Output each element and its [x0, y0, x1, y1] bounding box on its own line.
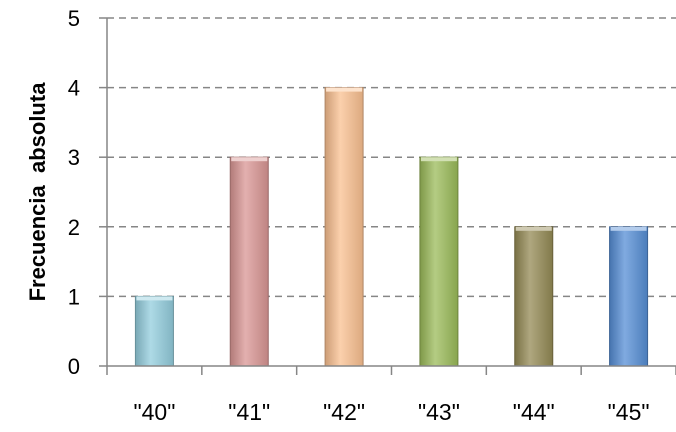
x-tick-label: "42": [323, 399, 365, 425]
bars: [134, 87, 649, 367]
y-axis-title: Frecuencia absoluta: [25, 82, 50, 302]
y-tick-label: 1: [68, 284, 80, 309]
bar-highlight: [136, 296, 173, 301]
bar-highlight: [231, 157, 268, 162]
y-tick-label: 2: [68, 215, 80, 240]
y-tick-labels: 0 1 2 3 4 5: [68, 6, 80, 379]
bar-highlight: [420, 157, 457, 162]
bar-1: [229, 156, 269, 367]
y-tick-label: 3: [68, 145, 80, 170]
y-tick-label: 4: [68, 76, 80, 101]
bar-2: [324, 87, 364, 367]
bar-highlight: [326, 87, 363, 92]
axes: [99, 17, 676, 375]
x-tick-label: "44": [513, 399, 555, 425]
bar-highlight: [610, 226, 647, 231]
bar-highlight: [515, 226, 552, 231]
bar-3: [419, 156, 459, 367]
x-tick-label: "45": [608, 399, 650, 425]
x-tick-labels: "40" "41" "42" "43" "44" "45": [133, 399, 649, 425]
x-tick-label: "43": [418, 399, 460, 425]
y-tick-label: 5: [68, 6, 80, 31]
x-tick-label: "41": [228, 399, 270, 425]
bar-5: [609, 226, 649, 367]
bar-0: [134, 295, 174, 367]
bar-4: [514, 226, 554, 367]
gridlines: [107, 17, 676, 298]
x-tick-label: "40": [133, 399, 175, 425]
y-tick-label: 0: [68, 354, 80, 379]
